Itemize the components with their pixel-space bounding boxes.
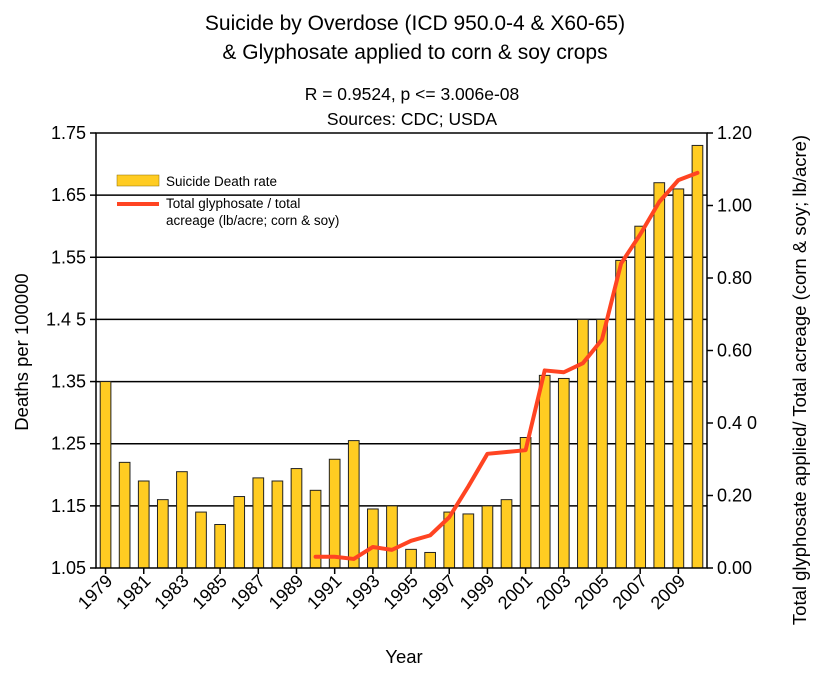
bar-1983	[176, 471, 188, 569]
bar-2010	[691, 144, 704, 569]
glyphosate-line	[313, 170, 700, 561]
bar-series	[99, 144, 704, 569]
right-tick-label: 0.20	[717, 486, 752, 506]
right-axis-ticks: 0.00 0.20 0.4 0 0.60 0.80 1.00 1.20	[707, 123, 757, 578]
left-tick-label: 1.15	[51, 496, 86, 516]
x-tick-label: 1983	[150, 571, 192, 613]
bar-1980	[118, 461, 131, 569]
bar-1994	[386, 505, 398, 569]
line-series	[313, 170, 700, 561]
y-right-axis-label: Total glyphosate applied/ Total acreage …	[789, 135, 810, 625]
x-tick-label: 2003	[532, 571, 574, 613]
x-tick-label: 1989	[265, 571, 307, 613]
right-tick-label: 0.80	[717, 268, 752, 288]
x-tick-label: 2005	[570, 571, 612, 613]
x-tick-label: 1999	[456, 571, 498, 613]
left-tick-label: 1.65	[51, 185, 86, 205]
left-tick-label: 1.55	[51, 247, 86, 267]
x-tick-label: 2009	[647, 571, 689, 613]
bar-1999	[481, 505, 494, 569]
x-tick-label: 2007	[609, 571, 651, 613]
bar-1986	[233, 496, 246, 569]
bar-1979	[99, 381, 112, 569]
x-tick-label: 1997	[418, 571, 460, 613]
chart-subtitle-line-1: R = 0.9524, p <= 3.006e-08	[305, 84, 520, 104]
bar-2001	[519, 437, 532, 569]
bar-2005	[596, 318, 608, 569]
chart-title-line-2: & Glyphosate applied to corn & soy crops	[222, 41, 607, 64]
y-axis-label: Deaths per 100000	[11, 273, 32, 430]
chart-title-line-1: Suicide by Overdose (ICD 950.0-4 & X60-6…	[205, 12, 625, 35]
bar-2008	[653, 182, 666, 569]
right-tick-label: 1.20	[717, 123, 752, 143]
x-axis-ticks: 1979198119831985198719891991199319951997…	[74, 568, 689, 613]
bar-2000	[500, 499, 513, 569]
right-tick-label: 1.00	[717, 196, 752, 216]
left-tick-label: 1.05	[51, 558, 86, 578]
bar-1988	[271, 480, 284, 569]
x-tick-label: 1993	[341, 571, 383, 613]
bar-2009	[672, 188, 685, 569]
x-tick-label: 1991	[303, 571, 345, 613]
left-tick-label: 1.35	[51, 372, 86, 392]
bar-1992	[347, 440, 360, 569]
bar-1993	[367, 508, 379, 569]
left-axis-ticks: 1.05 1.15 1.25 1.35 1.4 5 1.55 1.65 1.75	[46, 123, 96, 578]
x-tick-label: 1985	[188, 571, 230, 613]
right-tick-label: 0.4 0	[717, 413, 757, 433]
bar-1996	[424, 551, 436, 569]
legend-bar-swatch	[116, 174, 160, 187]
bar-1984	[195, 511, 207, 569]
legend-bar-label: Suicide Death rate	[166, 174, 277, 189]
legend-line-label-1: Total glyphosate / total	[166, 196, 300, 211]
bar-1998	[462, 513, 475, 569]
right-tick-label: 0.60	[717, 341, 752, 361]
bar-2003	[557, 377, 570, 569]
legend: Suicide Death rate Total glyphosate / to…	[116, 174, 339, 228]
bar-1989	[290, 468, 303, 569]
left-tick-label: 1.4 5	[46, 309, 86, 329]
x-tick-label: 1995	[379, 571, 421, 613]
bar-2002	[538, 374, 551, 569]
chart-subtitle-line-2: Sources: CDC; USDA	[327, 109, 498, 129]
legend-line-label-2: acreage (lb/acre; corn & soy)	[166, 213, 339, 228]
x-axis-label: Year	[385, 646, 422, 667]
left-tick-label: 1.75	[51, 123, 86, 143]
bar-2006	[615, 259, 627, 569]
x-tick-label: 2001	[494, 571, 536, 613]
bar-2007	[634, 225, 647, 569]
bar-1995	[405, 548, 417, 569]
right-tick-label: 0.00	[717, 558, 752, 578]
x-tick-label: 1987	[227, 571, 269, 613]
bar-1985	[214, 524, 226, 569]
x-tick-label: 1981	[112, 571, 154, 613]
left-tick-label: 1.25	[51, 434, 86, 454]
bar-1991	[328, 458, 341, 569]
bar-1987	[252, 477, 265, 569]
bar-1982	[156, 499, 169, 569]
bar-1981	[137, 480, 150, 569]
